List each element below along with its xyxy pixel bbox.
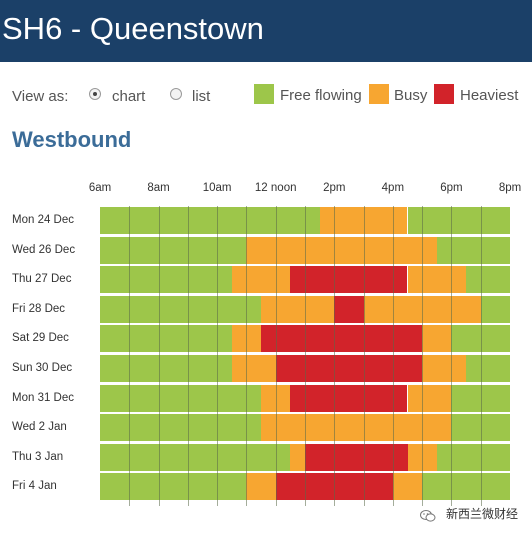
gridline — [305, 206, 306, 506]
traffic-segment-heaviest — [305, 443, 408, 471]
list-option-label[interactable]: list — [192, 88, 211, 105]
row-label: Thu 27 Dec — [12, 273, 72, 286]
x-tick-label: 2pm — [323, 182, 346, 194]
gridline — [158, 206, 160, 506]
traffic-segment-free-flowing — [407, 207, 510, 234]
row-label: Sat 29 Dec — [12, 332, 69, 345]
traffic-segment-heaviest — [275, 473, 393, 501]
x-tick-label: 4pm — [381, 182, 405, 194]
watermark-text: 新西兰微财经 — [445, 507, 518, 521]
wechat-icon — [420, 510, 436, 522]
gridline — [480, 206, 482, 506]
traffic-segment-busy — [246, 236, 437, 264]
x-tick-label: 12 noon — [254, 182, 297, 194]
traffic-segment-free-flowing — [100, 266, 232, 294]
free-flowing-swatch — [254, 84, 274, 104]
chart-row — [100, 384, 510, 412]
row-label: Fri 4 Jan — [12, 480, 57, 493]
heaviest-swatch — [434, 84, 454, 104]
traffic-segment-free-flowing — [100, 443, 291, 471]
traffic-segment-busy — [407, 266, 467, 294]
chart-row — [100, 266, 510, 294]
gridline — [246, 206, 248, 506]
chart-radio[interactable] — [89, 88, 101, 100]
traffic-segment-free-flowing — [436, 443, 510, 471]
chart-option-label[interactable]: chart — [112, 88, 146, 105]
x-tick-label: 8pm — [498, 182, 522, 194]
row-label: Mon 31 Dec — [12, 391, 75, 404]
heaviest-legend-label: Heaviest — [460, 87, 519, 104]
traffic-segment-free-flowing — [466, 355, 510, 382]
gridline — [275, 206, 277, 506]
traffic-segment-busy — [407, 384, 452, 412]
traffic-segment-free-flowing — [100, 207, 320, 234]
gridline — [363, 206, 365, 506]
traffic-segment-busy — [231, 266, 291, 294]
traffic-segment-free-flowing — [100, 325, 232, 353]
traffic-segment-heaviest — [275, 355, 423, 382]
gridline — [334, 206, 336, 506]
busy-swatch — [369, 84, 389, 104]
traffic-segment-free-flowing — [466, 266, 510, 294]
x-tick-label: 6am — [88, 182, 112, 194]
traffic-segment-busy — [261, 295, 335, 323]
traffic-segment-free-flowing — [480, 295, 510, 323]
chart-row — [100, 236, 510, 264]
gridline — [129, 206, 131, 506]
traffic-segment-busy — [246, 473, 276, 501]
traffic-segment-free-flowing — [100, 236, 247, 264]
row-label: Wed 26 Dec — [12, 243, 76, 256]
traffic-segment-free-flowing — [100, 414, 262, 442]
gridline — [392, 206, 394, 506]
page-title: SH6 - Queenstown — [2, 11, 264, 46]
traffic-segment-free-flowing — [100, 355, 232, 382]
chart-row — [100, 295, 510, 323]
traffic-segment-busy — [422, 325, 452, 353]
row-label: Wed 2 Jan — [12, 421, 67, 434]
list-radio[interactable] — [170, 88, 182, 100]
traffic-segment-busy — [231, 355, 276, 382]
row-label: Fri 28 Dec — [12, 302, 66, 315]
gridline — [422, 206, 424, 506]
traffic-segment-busy — [261, 414, 452, 442]
traffic-segment-free-flowing — [100, 384, 262, 412]
chart-row — [100, 473, 510, 501]
traffic-segment-heaviest — [334, 295, 364, 323]
traffic-segment-busy — [392, 473, 423, 501]
chart-row — [100, 355, 510, 382]
traffic-segment-heaviest — [290, 384, 408, 412]
gridline — [217, 206, 219, 506]
traffic-segment-heaviest — [290, 266, 408, 294]
row-label: Sun 30 Dec — [12, 362, 73, 374]
row-label: Thu 3 Jan — [12, 450, 64, 463]
gridline — [187, 206, 189, 506]
traffic-segment-heaviest — [261, 325, 423, 353]
x-tick-label: 8am — [147, 182, 170, 194]
chart-row — [100, 414, 510, 442]
busy-legend-label: Busy — [394, 87, 428, 104]
free-flowing-legend-label: Free flowing — [280, 87, 362, 104]
x-tick-label: 10am — [202, 182, 232, 194]
traffic-segment-free-flowing — [100, 295, 262, 323]
x-tick-label: 6pm — [440, 182, 463, 194]
gridline — [451, 206, 453, 506]
traffic-chart — [100, 206, 510, 506]
page-header: SH6 - Queenstown — [0, 0, 532, 62]
traffic-segment-busy — [290, 443, 305, 471]
traffic-segment-busy — [363, 295, 481, 323]
direction-heading: Westbound — [12, 127, 132, 152]
traffic-segment-free-flowing — [100, 473, 247, 501]
view-controls: View as: chart list Free flowing Busy He… — [0, 84, 532, 110]
row-label: Mon 24 Dec — [12, 214, 75, 226]
view-as-label: View as: — [12, 88, 69, 105]
traffic-segment-free-flowing — [422, 473, 510, 501]
traffic-segment-free-flowing — [436, 236, 510, 264]
traffic-segment-busy — [422, 355, 467, 382]
